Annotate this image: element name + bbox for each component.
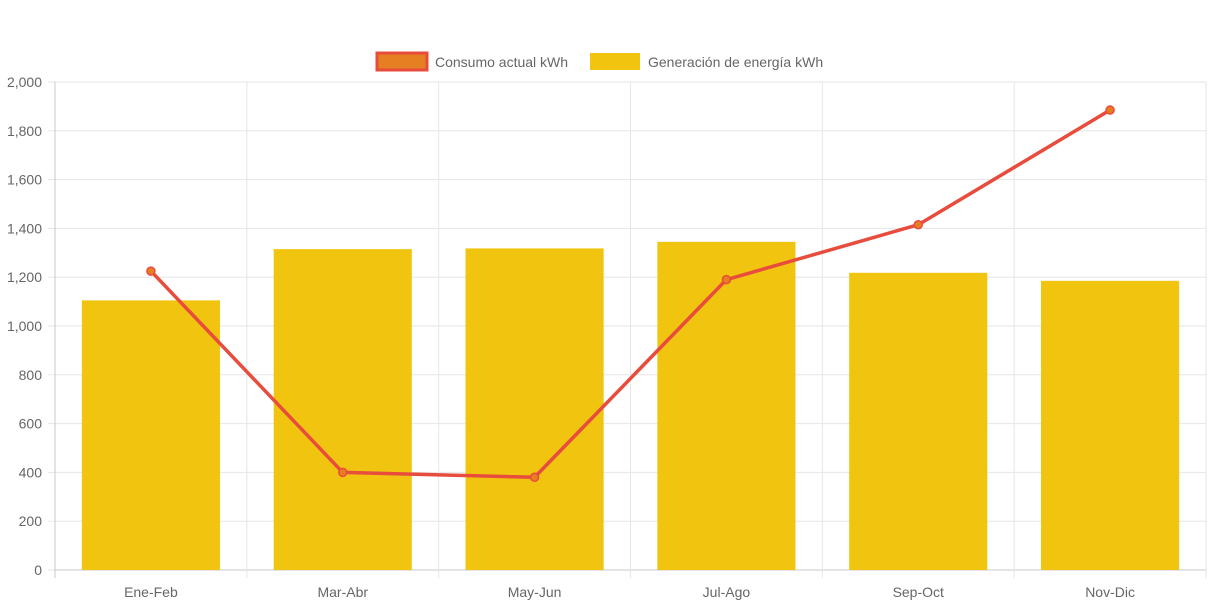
bar-generacion (273, 249, 412, 570)
y-tick-label: 600 (19, 416, 43, 432)
x-tick-label: Jul-Ago (703, 584, 751, 600)
point-consumo (146, 266, 156, 276)
point-consumo (338, 467, 348, 478)
x-tick-label: Sep-Oct (893, 584, 944, 600)
legend: Consumo actual kWh Generación de energía… (375, 51, 823, 72)
bar-series (81, 241, 1180, 570)
legend-swatch-generacion[interactable] (590, 53, 640, 70)
bar-generacion (1041, 280, 1180, 570)
x-tick-label: Nov-Dic (1085, 584, 1135, 600)
y-tick-label: 800 (19, 367, 43, 383)
y-tick-label: 1,200 (7, 269, 42, 285)
y-tick-label: 1,600 (7, 172, 42, 188)
y-tick-label: 400 (19, 464, 43, 480)
x-tick-label: Ene-Feb (124, 584, 178, 600)
axes: 0 200 400 600 800 1,000 1,200 1,400 1,600 1,800 2,… (7, 74, 1135, 600)
x-tick-label: May-Jun (508, 584, 562, 600)
y-tick-label: 2,000 (7, 74, 42, 90)
line-series (146, 105, 1115, 483)
y-tick-label: 1,800 (7, 123, 42, 139)
bar-generacion (465, 248, 604, 570)
y-tick-label: 1,000 (7, 318, 42, 334)
point-consumo (1105, 105, 1115, 115)
legend-label-generacion[interactable]: Generación de energía kWh (648, 54, 823, 70)
line-consumo (149, 108, 1111, 480)
bar-generacion (81, 300, 220, 570)
y-tick-label: 1,400 (7, 220, 42, 236)
y-tick-label: 0 (34, 562, 42, 578)
point-consumo (529, 472, 540, 483)
legend-swatch-consumo[interactable] (375, 51, 429, 72)
y-tick-label: 200 (19, 513, 43, 529)
bar-generacion (657, 241, 796, 570)
gridlines (48, 81, 1207, 578)
point-consumo (913, 219, 923, 230)
bar-generacion (849, 272, 988, 570)
x-tick-label: Mar-Abr (317, 584, 368, 600)
legend-label-consumo[interactable]: Consumo actual kWh (435, 54, 568, 70)
point-consumo (721, 274, 732, 285)
